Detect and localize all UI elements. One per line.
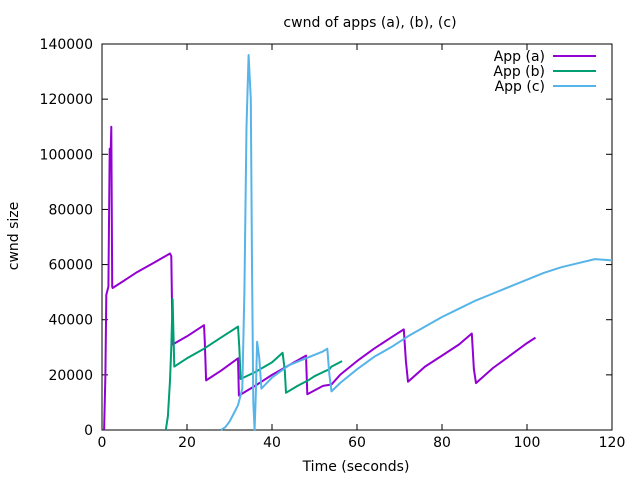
chart-title: cwnd of apps (a), (b), (c) bbox=[283, 15, 456, 31]
legend: App (a)App (b)App (c) bbox=[493, 49, 596, 95]
y-tick-label: 20000 bbox=[48, 368, 93, 384]
x-tick-label: 120 bbox=[599, 435, 626, 451]
series-line-1 bbox=[103, 125, 537, 431]
legend-label: App (c) bbox=[495, 79, 545, 95]
x-tick-label: 40 bbox=[263, 435, 281, 451]
y-tick-label: 80000 bbox=[48, 202, 93, 218]
x-tick-label: 20 bbox=[178, 435, 196, 451]
series-line-3 bbox=[220, 54, 613, 431]
y-axis-label: cwnd size bbox=[6, 202, 22, 271]
legend-label: App (b) bbox=[493, 64, 545, 80]
plot-frame bbox=[101, 43, 613, 431]
y-tick-label: 60000 bbox=[48, 258, 93, 274]
legend-label: App (a) bbox=[494, 49, 545, 65]
x-tick-label: 100 bbox=[514, 435, 541, 451]
x-tick-label: 80 bbox=[433, 435, 451, 451]
y-tick-label: 120000 bbox=[40, 92, 93, 108]
series-line-2 bbox=[164, 298, 343, 431]
y-tick-label: 100000 bbox=[40, 147, 93, 163]
x-tick-label: 0 bbox=[98, 435, 107, 451]
y-tick-label: 140000 bbox=[40, 37, 93, 53]
plot-area: 0 20 40 60 80 100 120 0 20000 40000 60000 80000 1000… bbox=[40, 37, 626, 451]
x-tick-label: 60 bbox=[348, 435, 366, 451]
y-tick-label: 0 bbox=[84, 423, 93, 439]
y-tick-label: 40000 bbox=[48, 313, 93, 329]
x-axis-label: Time (seconds) bbox=[302, 459, 410, 475]
